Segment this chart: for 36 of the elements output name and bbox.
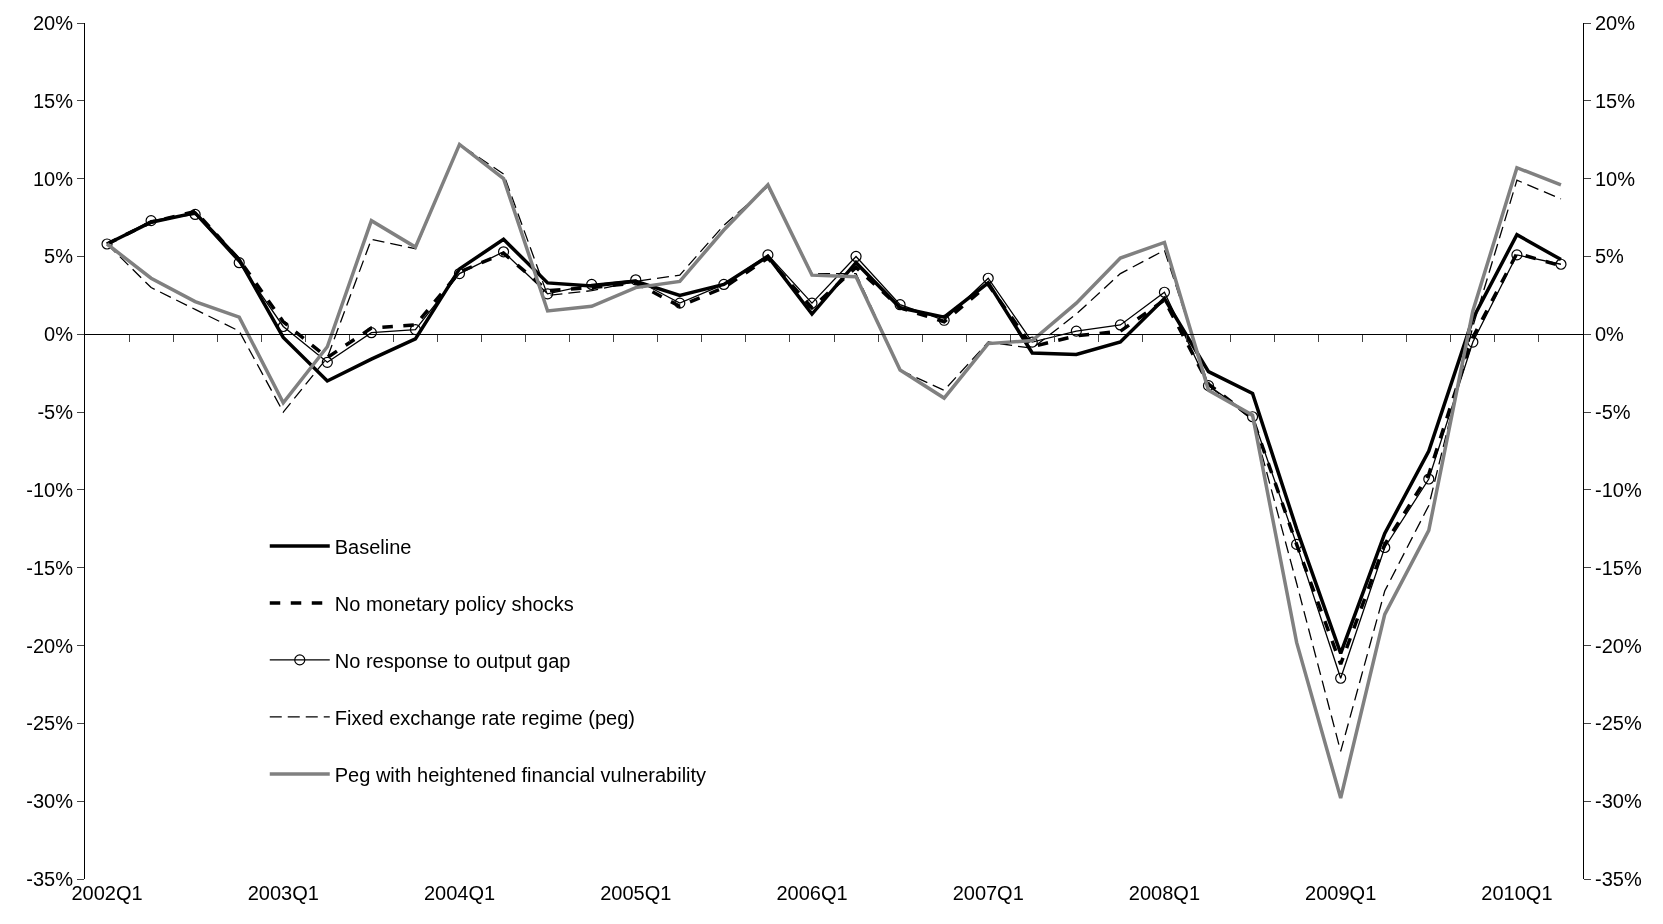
y-tick-label: -5% (37, 401, 74, 424)
legend-label: Baseline (334, 535, 412, 558)
x-tick-label: 2004Q1 (423, 882, 496, 904)
y2-tick-label: -5% (1595, 401, 1631, 424)
y-tick-label: -25% (26, 712, 74, 735)
x-tick-label: 2006Q1 (776, 882, 848, 904)
y-tick-label: -10% (26, 478, 74, 501)
y2-tick-label: 20% (1595, 12, 1636, 34)
x-tick-label: 2003Q1 (247, 882, 319, 904)
legend-label: Peg with heightened financial vulnerability (334, 763, 707, 786)
y-tick-label: 20% (32, 12, 74, 34)
y2-tick-label: 15% (1595, 89, 1636, 112)
y-tick-label: 0% (44, 323, 74, 346)
y2-tick-label: -25% (1595, 712, 1642, 735)
y2-tick-label: -15% (1595, 556, 1642, 579)
y-tick-label: -20% (26, 634, 74, 657)
x-tick-label: 2005Q1 (600, 882, 672, 904)
y-tick-label: 10% (32, 167, 74, 190)
y-tick-label: -30% (26, 790, 74, 813)
y2-tick-label: 5% (1595, 245, 1625, 268)
legend-label: No response to output gap (334, 649, 571, 672)
y-tick-label: 15% (32, 89, 74, 112)
x-tick-label: 2009Q1 (1305, 882, 1377, 904)
y2-tick-label: -10% (1595, 478, 1642, 501)
y-tick-label: 5% (44, 245, 74, 268)
y2-tick-label: -30% (1595, 790, 1642, 813)
legend-label: No monetary policy shocks (334, 592, 574, 615)
y-tick-label: -15% (26, 556, 74, 579)
y2-tick-label: -20% (1595, 634, 1642, 657)
y2-tick-label: 0% (1595, 323, 1625, 346)
legend-label: Fixed exchange rate regime (peg) (334, 706, 635, 729)
y2-tick-label: -35% (1595, 868, 1642, 890)
y2-tick-label: 10% (1595, 167, 1636, 190)
x-tick-label: 2007Q1 (952, 882, 1024, 904)
x-tick-label: 2008Q1 (1128, 882, 1201, 904)
x-tick-label: 2010Q1 (1481, 882, 1553, 904)
